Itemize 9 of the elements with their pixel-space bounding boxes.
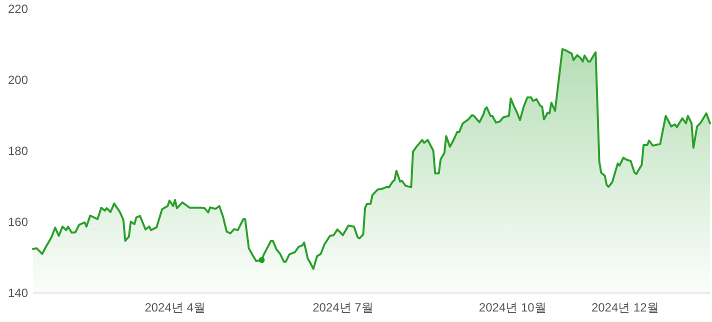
x-tick-label: 2024년 12월	[591, 300, 659, 315]
x-tick-label: 2024년 7월	[312, 300, 374, 315]
x-tick-label: 2024년 10월	[478, 300, 546, 315]
y-tick-label: 220	[8, 2, 28, 16]
y-tick-label: 180	[8, 144, 28, 158]
y-tick-label: 140	[8, 286, 28, 300]
x-tick-label: 2024년 4월	[144, 300, 206, 315]
y-tick-label: 160	[8, 214, 28, 229]
y-tick-label: 200	[8, 72, 28, 87]
